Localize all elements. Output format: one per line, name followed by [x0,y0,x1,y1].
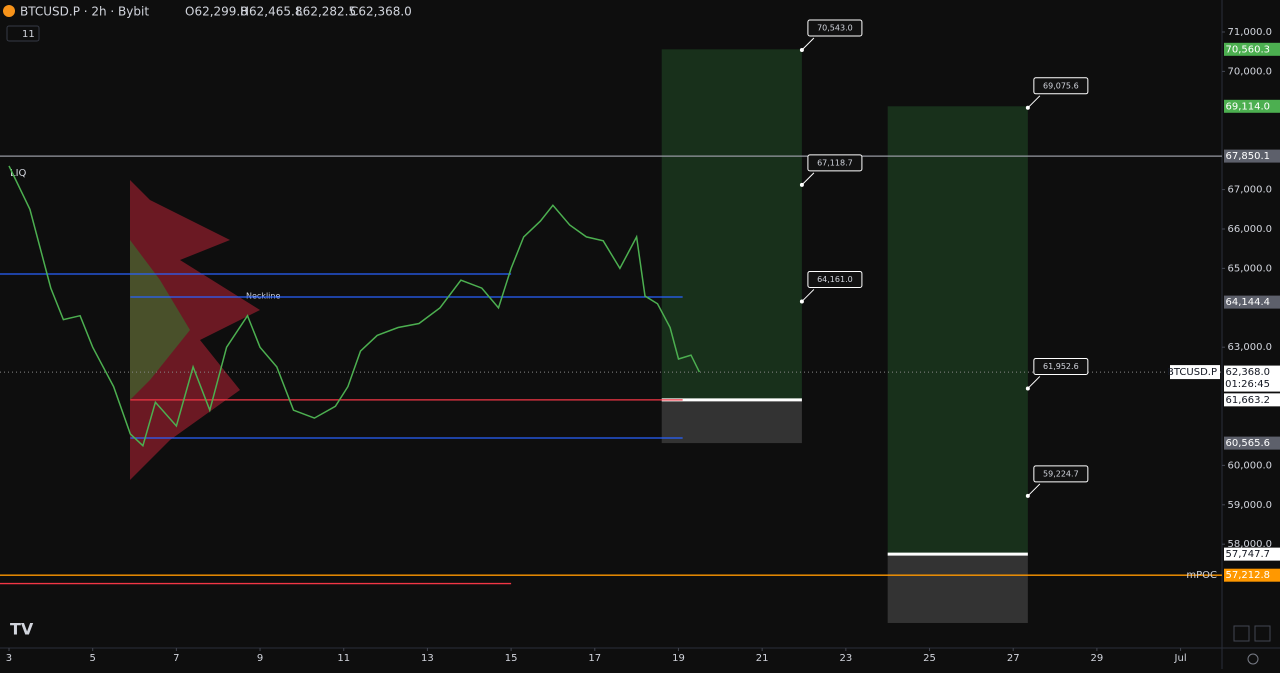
y-tick-label: 59,000.0 [1227,500,1272,511]
position-profit [661,49,802,400]
callout-label: 67,118.7 [817,158,853,167]
tv-logo: TV [10,620,34,639]
callout-leader [801,289,815,302]
position-profit [887,106,1028,555]
price-label: 60,565.6 [1225,438,1270,449]
x-tick-label: Jul [1174,653,1187,664]
price-name: BTCUSD.P [1167,367,1217,378]
y-tick-label: 71,000.0 [1227,27,1272,38]
price-timer: 01:26:45 [1225,379,1270,390]
callout-label: 69,075.6 [1043,81,1079,90]
callout-label: 70,543.0 [817,23,853,32]
x-tick-label: 3 [6,653,12,664]
y-tick-label: 58,000.0 [1227,539,1272,550]
price-line [8,165,701,448]
y-tick-label: 65,000.0 [1227,263,1272,274]
price-label-bg [1224,436,1280,450]
indicator-count: 11 [22,29,35,40]
auto-button[interactable] [1233,625,1250,642]
price-label-bg [1224,149,1280,163]
callout-box [1033,465,1089,483]
settings-button[interactable] [1247,653,1259,665]
price-label-bg [1224,295,1280,309]
symbol-label-bg [1170,365,1220,380]
x-tick-label: 29 [1091,653,1104,664]
ohlc-low: L62,282.5 [296,5,356,19]
x-tick-label: 9 [257,653,263,664]
position-loss [887,554,1028,623]
profile-shape [130,180,260,480]
log-button[interactable] [1254,625,1271,642]
price-name: mPOC [1186,570,1217,581]
price-label-bg [1224,365,1280,392]
x-tick-label: 21 [756,653,769,664]
price-label: 64,144.4 [1225,297,1270,308]
price-label: 70,560.3 [1225,44,1270,55]
price-label: 67,850.1 [1225,151,1270,162]
price-label-bg [1224,393,1280,407]
price-label: 69,114.0 [1225,101,1270,112]
x-tick-label: 23 [839,653,852,664]
x-tick-label: 19 [672,653,685,664]
callout-label: 61,952.6 [1043,362,1079,371]
indicator-toggle[interactable] [6,25,40,42]
callout-box [807,270,863,288]
price-label: 62,368.0 [1225,367,1270,378]
x-tick-label: 15 [505,653,518,664]
y-tick-label: 60,000.0 [1227,460,1272,471]
y-tick-label: 70,000.0 [1227,66,1272,77]
callout-leader [1027,376,1041,389]
callout-box [807,154,863,172]
callout-box [1033,357,1089,375]
x-tick-label: 25 [923,653,936,664]
callout-leader [801,172,815,186]
profile-shape [130,240,190,400]
callout-box [1033,77,1089,95]
coin-icon [3,5,15,17]
callout-leader [1027,483,1041,497]
x-tick-label: 11 [337,653,350,664]
annotation-neckline: Neckline [246,292,280,301]
callout-leader [801,37,815,51]
callout-leader [1027,95,1041,109]
price-label-bg [1224,99,1280,113]
price-label: 57,212.8 [1225,570,1270,581]
x-tick-label: 5 [89,653,95,664]
ohlc-open: O62,299.8 [185,5,248,19]
price-label-bg [1224,547,1280,561]
price-label: 61,663.2 [1225,395,1270,406]
x-tick-label: 13 [421,653,434,664]
y-tick-label: 67,000.0 [1227,185,1272,196]
symbol-title: BTCUSD.P · 2h · Bybit [20,5,149,19]
callout-box [807,19,863,37]
y-tick-label: 66,000.0 [1227,224,1272,235]
price-label-bg [1224,42,1280,56]
x-tick-label: 27 [1007,653,1020,664]
ohlc-close: C62,368.0 [350,5,412,19]
price-label-bg [1224,568,1280,582]
ohlc-high: H62,465.8 [240,5,302,19]
volume-profile [130,180,260,480]
price-label: 57,747.7 [1225,549,1270,560]
position-loss [661,399,802,444]
x-tick-label: 7 [173,653,179,664]
annotation-liq: LIQ [10,168,27,179]
y-tick-label: 63,000.0 [1227,342,1272,353]
callout-label: 64,161.0 [817,275,853,284]
x-tick-label: 17 [588,653,601,664]
callout-label: 59,224.7 [1043,469,1079,478]
